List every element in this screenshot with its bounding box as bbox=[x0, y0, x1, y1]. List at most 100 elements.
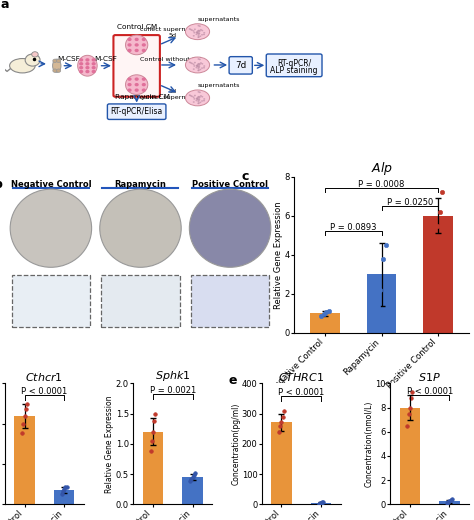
Point bbox=[59, 487, 67, 496]
Y-axis label: Concentration(nmol/L): Concentration(nmol/L) bbox=[365, 401, 374, 487]
Circle shape bbox=[199, 25, 201, 27]
Circle shape bbox=[56, 59, 61, 62]
Point bbox=[436, 207, 443, 216]
Circle shape bbox=[201, 63, 203, 64]
Point bbox=[279, 412, 286, 421]
Circle shape bbox=[142, 38, 146, 41]
FancyBboxPatch shape bbox=[11, 275, 90, 327]
Circle shape bbox=[197, 32, 199, 33]
Circle shape bbox=[85, 58, 90, 61]
Title: $\it{Alp}$: $\it{Alp}$ bbox=[371, 160, 392, 177]
Circle shape bbox=[197, 96, 199, 98]
Circle shape bbox=[56, 69, 61, 72]
Circle shape bbox=[201, 67, 203, 69]
Bar bbox=[54, 490, 74, 504]
Circle shape bbox=[142, 88, 146, 92]
Point bbox=[443, 499, 451, 508]
Point bbox=[376, 286, 384, 294]
Circle shape bbox=[195, 33, 198, 35]
Circle shape bbox=[198, 36, 200, 38]
Text: 5d: 5d bbox=[169, 89, 177, 94]
Circle shape bbox=[203, 34, 205, 35]
Circle shape bbox=[199, 63, 201, 65]
Text: P = 0.0008: P = 0.0008 bbox=[358, 180, 405, 189]
Circle shape bbox=[79, 70, 83, 73]
Text: M-CSF: M-CSF bbox=[95, 56, 118, 62]
Ellipse shape bbox=[10, 189, 91, 267]
Circle shape bbox=[198, 91, 200, 93]
Circle shape bbox=[91, 70, 96, 73]
Circle shape bbox=[203, 100, 205, 101]
Circle shape bbox=[198, 30, 200, 31]
Point bbox=[317, 499, 325, 507]
Circle shape bbox=[193, 98, 195, 100]
Title: $\it{CTHRC1}$: $\it{CTHRC1}$ bbox=[278, 371, 324, 383]
Point bbox=[448, 495, 456, 503]
Circle shape bbox=[196, 98, 198, 99]
Circle shape bbox=[203, 32, 205, 34]
Text: Negative Control: Negative Control bbox=[10, 180, 91, 189]
Circle shape bbox=[53, 69, 57, 72]
Text: P = 0.0893: P = 0.0893 bbox=[330, 223, 377, 232]
Circle shape bbox=[198, 102, 200, 104]
Circle shape bbox=[193, 35, 195, 36]
Circle shape bbox=[198, 97, 200, 99]
Ellipse shape bbox=[9, 59, 35, 73]
Point bbox=[445, 498, 452, 506]
Circle shape bbox=[198, 96, 200, 97]
Circle shape bbox=[198, 66, 200, 68]
Circle shape bbox=[194, 62, 196, 63]
Bar bbox=[14, 415, 35, 504]
Text: Control without CM: Control without CM bbox=[140, 57, 202, 62]
Circle shape bbox=[142, 49, 146, 52]
Circle shape bbox=[128, 77, 132, 81]
Point bbox=[18, 429, 26, 437]
Bar bbox=[182, 477, 203, 504]
Circle shape bbox=[79, 62, 83, 66]
Circle shape bbox=[200, 29, 202, 31]
Point bbox=[23, 399, 31, 408]
FancyBboxPatch shape bbox=[266, 54, 322, 76]
Text: ALP staining: ALP staining bbox=[270, 66, 318, 75]
Circle shape bbox=[85, 70, 90, 73]
Ellipse shape bbox=[126, 35, 148, 55]
Circle shape bbox=[193, 68, 195, 70]
Circle shape bbox=[199, 96, 201, 98]
Point bbox=[148, 437, 155, 445]
Point bbox=[315, 500, 322, 508]
Circle shape bbox=[190, 95, 192, 97]
Circle shape bbox=[196, 65, 198, 67]
Point bbox=[149, 427, 157, 436]
Circle shape bbox=[79, 66, 83, 69]
Point bbox=[22, 405, 29, 413]
Text: Rapamycin CM: Rapamycin CM bbox=[115, 94, 170, 100]
Circle shape bbox=[193, 32, 195, 33]
FancyBboxPatch shape bbox=[113, 35, 160, 97]
Circle shape bbox=[203, 98, 205, 100]
Text: e: e bbox=[228, 374, 237, 387]
Circle shape bbox=[191, 96, 193, 97]
Title: $\it{Cthcr1}$: $\it{Cthcr1}$ bbox=[26, 371, 64, 383]
Ellipse shape bbox=[185, 90, 210, 106]
Circle shape bbox=[193, 101, 195, 103]
Title: $\it{Sphk1}$: $\it{Sphk1}$ bbox=[155, 369, 191, 383]
Circle shape bbox=[192, 63, 195, 65]
Circle shape bbox=[198, 99, 201, 100]
Circle shape bbox=[190, 62, 192, 63]
Text: 7d: 7d bbox=[235, 61, 246, 70]
Ellipse shape bbox=[189, 189, 271, 267]
Circle shape bbox=[199, 101, 201, 103]
Circle shape bbox=[194, 95, 196, 96]
Circle shape bbox=[198, 31, 200, 33]
FancyBboxPatch shape bbox=[101, 275, 180, 327]
Circle shape bbox=[197, 63, 199, 65]
Circle shape bbox=[91, 66, 96, 69]
Circle shape bbox=[201, 30, 203, 31]
Point bbox=[382, 241, 390, 249]
Circle shape bbox=[196, 65, 198, 67]
Bar bbox=[439, 501, 460, 504]
Circle shape bbox=[198, 64, 200, 66]
Point bbox=[438, 188, 446, 197]
Text: P < 0.0001: P < 0.0001 bbox=[21, 387, 67, 396]
Bar bbox=[310, 314, 340, 333]
